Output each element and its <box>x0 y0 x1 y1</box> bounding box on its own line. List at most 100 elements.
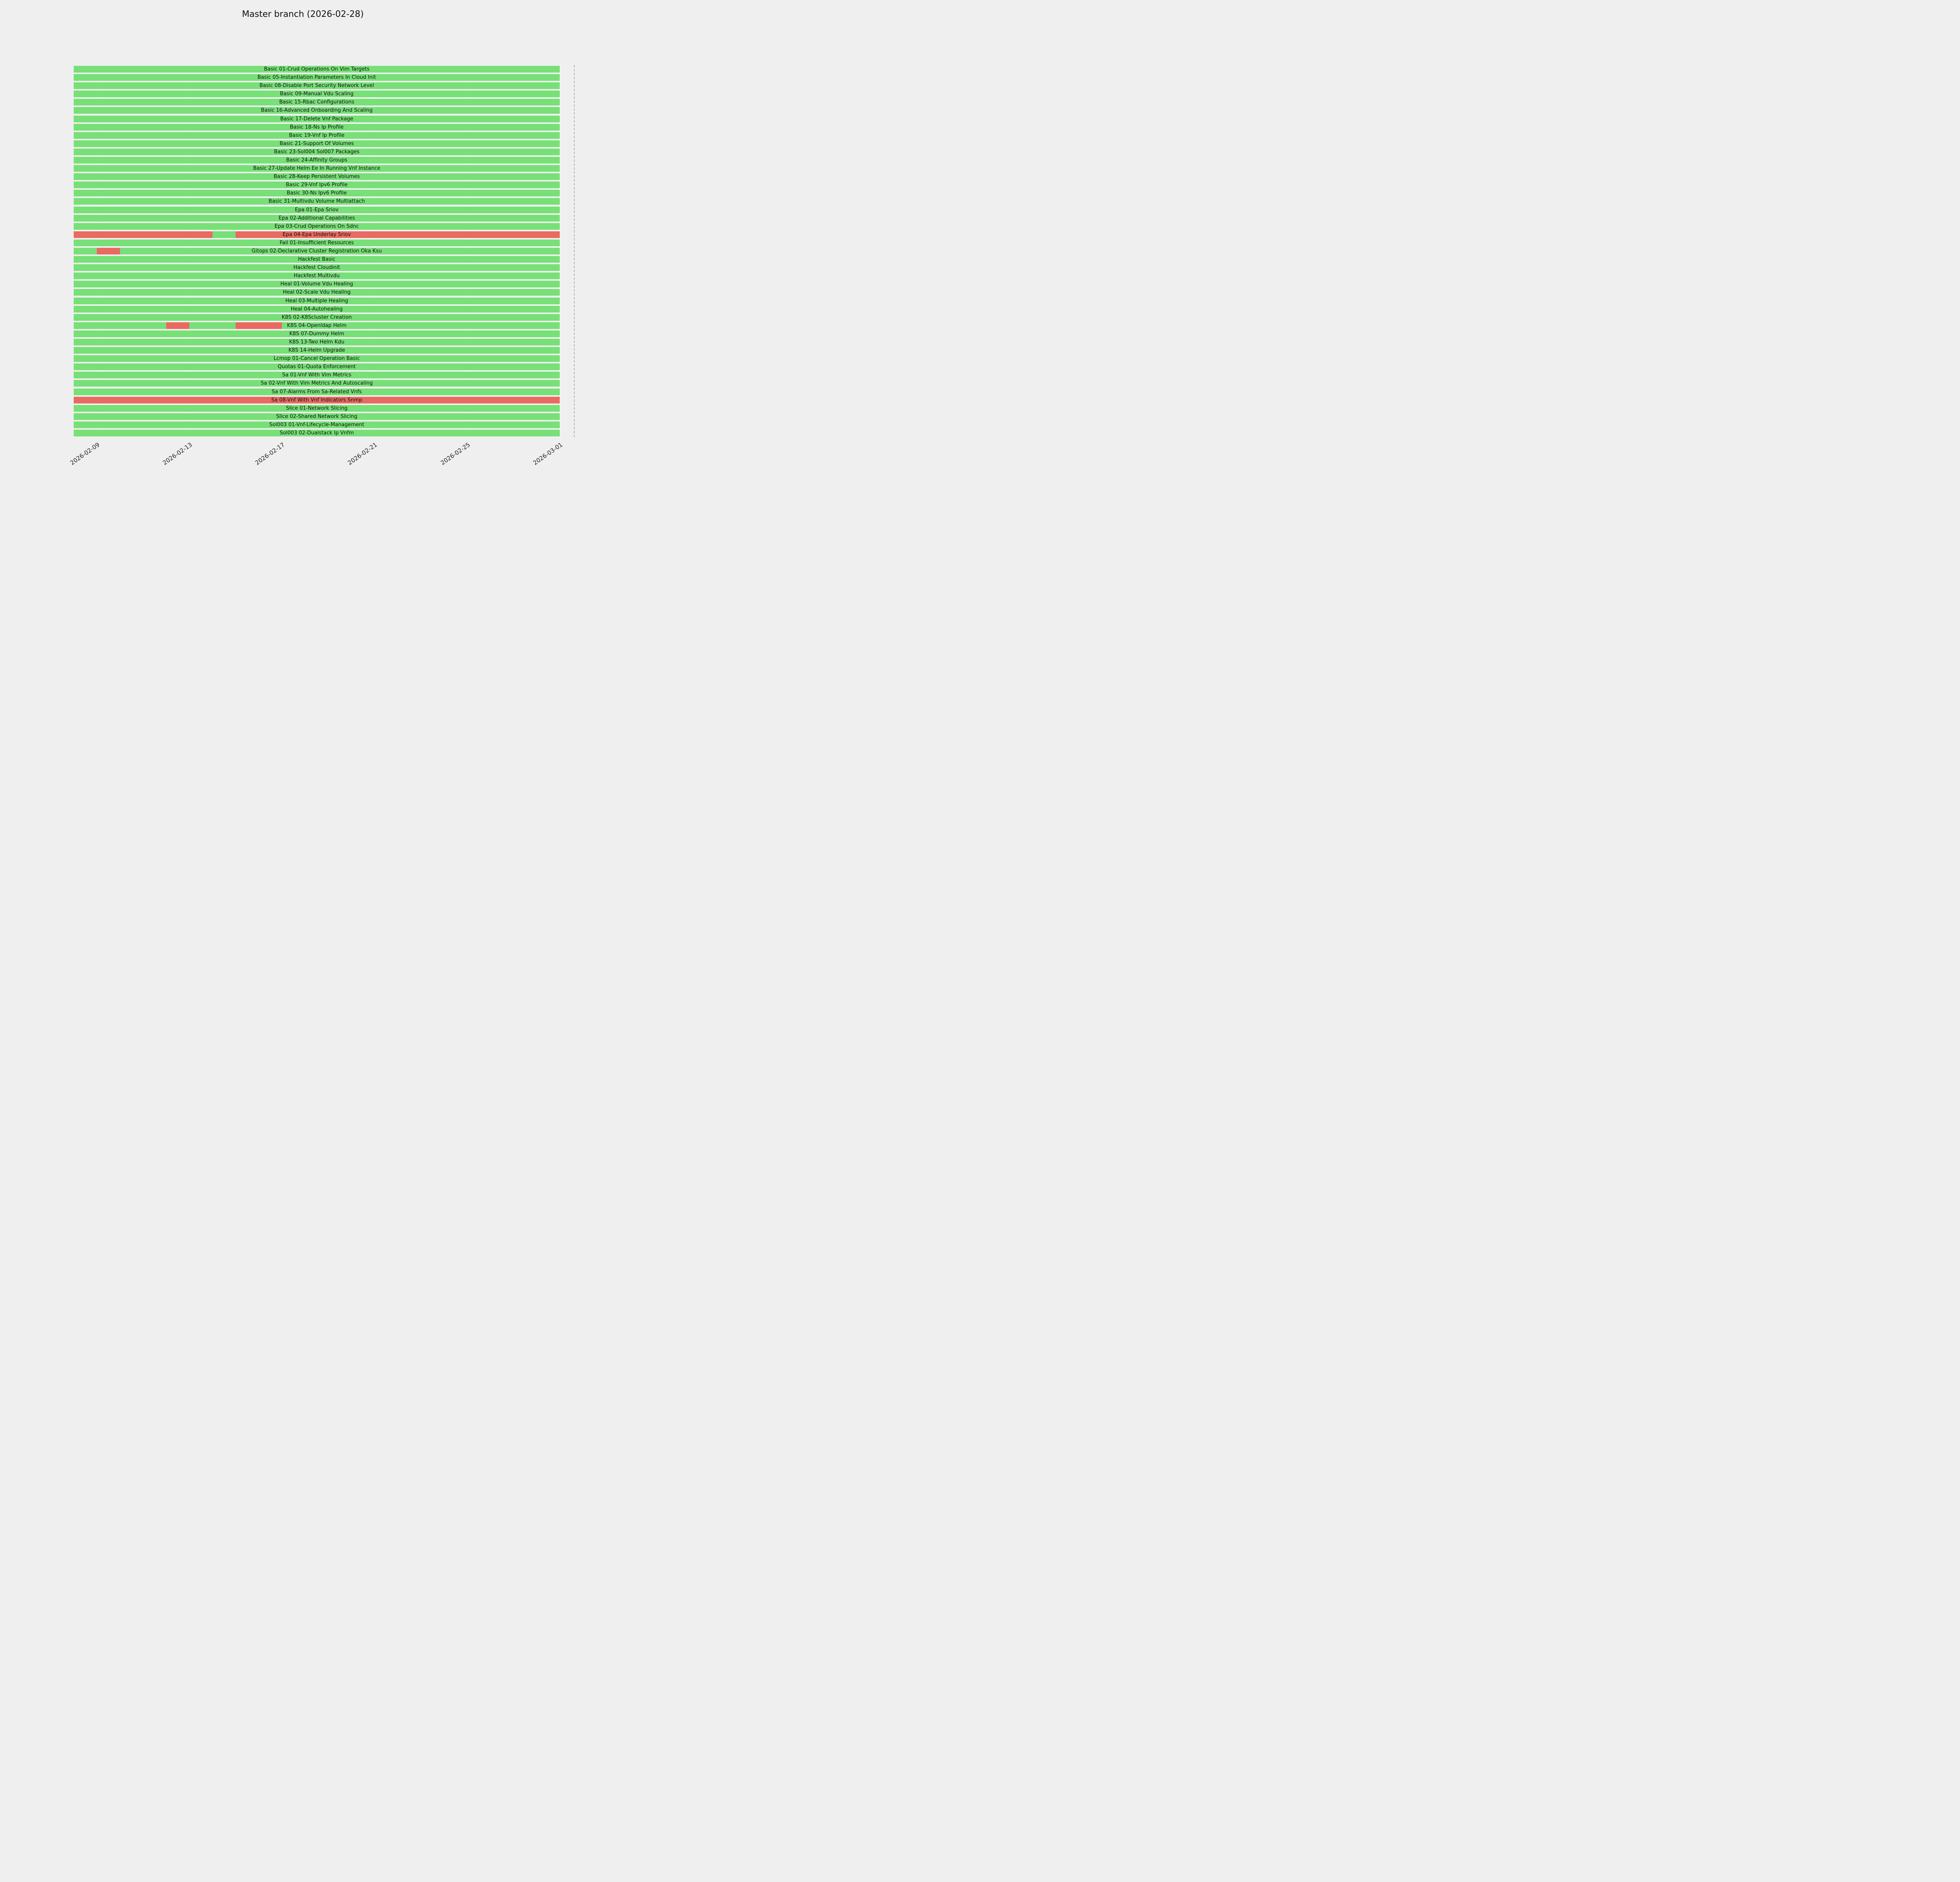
bar-segment-pass <box>74 380 560 387</box>
x-tick-label: 2026-03-01 <box>532 441 564 467</box>
row-label: Basic 27-Update Helm Ee In Running Vnf I… <box>253 165 381 172</box>
chart-row: Lcmop 01-Cancel Operation Basic <box>74 355 560 362</box>
row-label: Basic 16-Advanced Onboarding And Scaling <box>261 107 373 114</box>
chart-row: Basic 16-Advanced Onboarding And Scaling <box>74 107 560 114</box>
chart-row: Basic 28-Keep Persistent Volumes <box>74 173 560 180</box>
chart-row: Slice 01-Network Slicing <box>74 405 560 412</box>
row-label: Basic 24-Affinity Groups <box>286 157 348 163</box>
row-label: Hackfest Cloudinit <box>293 265 340 271</box>
chart-row: Heal 04-Autohealing <box>74 305 560 312</box>
chart-row: Epa 04-Epa Underlay Sriov <box>74 231 560 238</box>
bar-segment-pass <box>189 322 236 329</box>
row-label: Basic 18-Ns Ip Profile <box>290 124 344 130</box>
bar-segment-pass <box>74 281 560 288</box>
row-label: Slice 01-Network Slicing <box>286 405 348 411</box>
chart-row: Basic 24-Affinity Groups <box>74 157 560 164</box>
row-label: Heal 03-Multiple Healing <box>285 298 348 304</box>
chart-row: Hackfest Multivdu <box>74 272 560 280</box>
row-label: Lcmop 01-Cancel Operation Basic <box>273 356 360 362</box>
chart-row: Hackfest Cloudinit <box>74 264 560 271</box>
row-label: Slice 02-Shared Network Slicing <box>276 413 358 420</box>
row-label: Basic 29-Vnf Ipv6 Profile <box>286 182 348 188</box>
bar-segment-pass <box>74 347 560 354</box>
row-label: Basic 17-Delete Vnf Package <box>280 116 354 122</box>
chart-row: Basic 15-Rbac Configurations <box>74 99 560 106</box>
row-label: Basic 28-Keep Persistent Volumes <box>274 174 360 180</box>
bar-segment-pass <box>212 231 236 238</box>
bar-segment-fail <box>74 231 213 238</box>
x-tick-label: 2026-02-17 <box>254 441 286 467</box>
row-label: K8S 14-Helm Upgrade <box>288 347 345 354</box>
row-label: Basic 19-Vnf Ip Profile <box>289 132 345 138</box>
row-label: Gitops 02-Declarative Cluster Registrati… <box>252 248 382 254</box>
bar-segment-pass <box>74 66 560 73</box>
chart-row: Sol003 01-Vnf-Lifecycle-Management <box>74 421 560 428</box>
bar-segment-pass <box>74 314 560 321</box>
chart-row: Basic 17-Delete Vnf Package <box>74 115 560 122</box>
chart-row: Epa 03-Crud Operations On Sdnc <box>74 223 560 230</box>
chart-row: Sa 02-Vnf With Vim Metrics And Autoscali… <box>74 380 560 387</box>
row-label: Basic 05-Instantiation Parameters In Clo… <box>257 74 376 81</box>
bar-segment-pass <box>74 115 560 122</box>
row-label: Basic 15-Rbac Configurations <box>279 99 354 105</box>
row-label: Basic 21-Support Of Volumes <box>279 140 354 147</box>
bar-segment-pass <box>74 355 560 362</box>
chart-row: Basic 01-Crud Operations On Vim Targets <box>74 66 560 73</box>
chart-title: Master branch (2026-02-28) <box>242 9 364 19</box>
row-label: Basic 23-Sol004 Sol007 Packages <box>274 149 359 155</box>
chart-row: Sa 08-Vnf With Vnf Indicators Snmp <box>74 396 560 403</box>
bar-segment-pass <box>74 413 560 420</box>
x-tick-label: 2026-02-13 <box>161 441 194 467</box>
row-label: Basic 01-Crud Operations On Vim Targets <box>264 66 370 73</box>
chart-row: Basic 05-Instantiation Parameters In Clo… <box>74 74 560 81</box>
row-label: Heal 04-Autohealing <box>290 306 343 312</box>
chart-row: Sol003 02-Dualstack Ip Vnfm <box>74 429 560 436</box>
bar-segment-pass <box>74 223 560 230</box>
row-label: K8S 13-Two Helm Kdu <box>289 339 345 345</box>
x-tick-label: 2026-02-21 <box>347 441 379 467</box>
chart-row: Basic 23-Sol004 Sol007 Packages <box>74 148 560 155</box>
bar-segment-pass <box>74 429 560 436</box>
bar-segment-pass <box>74 74 560 81</box>
chart-row: K8S 02-K8Scluster Creation <box>74 314 560 321</box>
row-label: Sol003 02-Dualstack Ip Vnfm <box>279 430 354 436</box>
bar-segment-pass <box>74 338 560 345</box>
bar-segment-pass <box>74 132 560 139</box>
bar-segment-fail <box>166 322 190 329</box>
chart-row: Hackfest Basic <box>74 256 560 263</box>
bar-segment-pass <box>74 264 560 271</box>
chart-row: Gitops 02-Declarative Cluster Registrati… <box>74 248 560 254</box>
x-tick-label: 2026-02-25 <box>439 441 472 467</box>
bar-segment-pass <box>74 363 560 371</box>
chart-row: Epa 01-Epa Sriov <box>74 206 560 213</box>
bar-segment-pass <box>120 248 560 254</box>
bar-segment-pass <box>74 99 560 106</box>
bar-segment-pass <box>74 372 560 379</box>
bar-segment-fail <box>236 231 560 238</box>
chart-row: Basic 09-Manual Vdu Scaling <box>74 91 560 98</box>
axis-right-dashed-line <box>574 65 575 437</box>
row-label: Basic 09-Manual Vdu Scaling <box>280 91 354 97</box>
plot-area: 2026-02-09 2026-02-13 2026-02-17 2026-02-21… <box>69 65 575 467</box>
bar-segment-pass <box>74 157 560 164</box>
chart-row: Epa 02-Additional Capabilities <box>74 214 560 222</box>
chart-row: Basic 27-Update Helm Ee In Running Vnf I… <box>74 165 560 172</box>
row-label: Epa 02-Additional Capabilities <box>278 215 355 221</box>
chart-row: Basic 19-Vnf Ip Profile <box>74 132 560 139</box>
row-label: Heal 02-Scale Vdu Healing <box>283 289 351 296</box>
row-label: Heal 01-Volume Vdu Healing <box>280 281 353 287</box>
chart-row: Sa 07-Alarms From Sa-Related Vnfs <box>74 388 560 395</box>
chart-row: Fail 01-Insufficient Resources <box>74 239 560 246</box>
chart-row: Heal 01-Volume Vdu Healing <box>74 281 560 288</box>
row-label: Sa 07-Alarms From Sa-Related Vnfs <box>272 389 362 395</box>
bar-segment-pass <box>74 91 560 98</box>
bar-segment-pass <box>282 322 560 329</box>
row-label: Basic 30-Ns Ipv6 Profile <box>287 190 347 196</box>
bar-segment-pass <box>74 198 560 205</box>
row-label: K8S 04-Openldap Helm <box>287 322 347 329</box>
chart-row: K8S 13-Two Helm Kdu <box>74 338 560 345</box>
bar-segment-pass <box>74 256 560 263</box>
bar-segment-pass <box>74 148 560 155</box>
bar-segment-pass <box>74 107 560 114</box>
bar-segment-pass <box>74 190 560 197</box>
